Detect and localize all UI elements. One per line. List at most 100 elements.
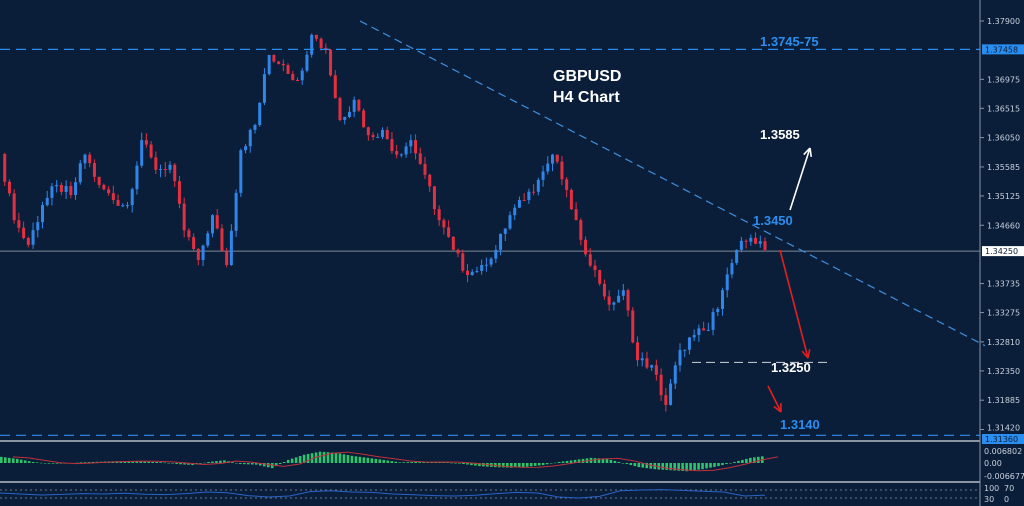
macd-histogram-bar bbox=[31, 461, 35, 463]
macd-histogram-bar bbox=[597, 458, 601, 463]
macd-histogram-bar bbox=[378, 459, 382, 463]
y-tick-label: 1.34660 bbox=[987, 221, 1020, 230]
bull-candle bbox=[758, 241, 762, 244]
macd-histogram-bar bbox=[601, 458, 605, 463]
macd-histogram-bar bbox=[362, 457, 366, 463]
bear-candle bbox=[154, 157, 158, 170]
bear-candle bbox=[598, 270, 602, 284]
macd-histogram-bar bbox=[709, 463, 712, 468]
macd-histogram-bar bbox=[649, 463, 653, 469]
bear-candle bbox=[3, 154, 7, 182]
bear-candle bbox=[7, 181, 11, 194]
bull-candle bbox=[669, 383, 673, 405]
bear-candle bbox=[329, 50, 333, 76]
macd-histogram-bar bbox=[262, 463, 266, 467]
macd-histogram-bar bbox=[87, 462, 91, 463]
macd-histogram-bar bbox=[171, 463, 174, 464]
bull-candle bbox=[527, 191, 531, 201]
bear-candle bbox=[631, 310, 635, 343]
bear-candle bbox=[754, 237, 758, 244]
bear-candle bbox=[116, 200, 120, 206]
rsi-axis-label: 100 bbox=[984, 484, 999, 493]
bearish-arrow-icon-head bbox=[801, 350, 809, 359]
bear-candle bbox=[277, 61, 281, 64]
y-tick-label: 1.36050 bbox=[987, 134, 1020, 143]
macd-histogram-bar bbox=[529, 463, 533, 467]
macd-histogram-bar bbox=[705, 463, 708, 469]
macd-histogram-bar bbox=[553, 462, 557, 464]
macd-histogram-bar bbox=[211, 461, 214, 463]
upside-target-label: 1.3585 bbox=[760, 127, 800, 142]
current-price-label: 1.34250 bbox=[985, 247, 1018, 256]
macd-histogram-bar bbox=[155, 462, 158, 463]
bull-candle bbox=[262, 74, 266, 103]
bear-candle bbox=[144, 140, 148, 145]
bull-candle bbox=[135, 165, 139, 190]
bear-candle bbox=[418, 153, 422, 164]
bull-candle bbox=[706, 329, 710, 331]
bear-candle bbox=[442, 220, 446, 228]
bull-candle bbox=[749, 237, 753, 242]
macd-histogram-bar bbox=[19, 459, 23, 463]
bull-candle bbox=[50, 186, 54, 198]
bull-candle bbox=[399, 154, 403, 156]
macd-histogram-bar bbox=[410, 462, 413, 463]
bull-candle bbox=[41, 205, 44, 223]
resistance-label: 1.3745-75 bbox=[760, 34, 819, 49]
macd-histogram-bar bbox=[446, 462, 449, 463]
macd-histogram-bar bbox=[406, 462, 410, 463]
macd-histogram-bar bbox=[466, 463, 469, 465]
macd-histogram-bar bbox=[549, 463, 553, 464]
macd-histogram-bar bbox=[533, 463, 537, 466]
bear-candle bbox=[177, 181, 181, 204]
macd-histogram-bar bbox=[11, 458, 15, 463]
macd-histogram-bar bbox=[131, 461, 135, 463]
bull-candle bbox=[494, 249, 498, 259]
macd-histogram-bar bbox=[462, 463, 465, 465]
bull-candle bbox=[239, 150, 243, 193]
macd-histogram-bar bbox=[474, 463, 477, 466]
bull-candle bbox=[376, 136, 380, 138]
bull-candle bbox=[83, 154, 87, 164]
macd-histogram-bar bbox=[725, 463, 728, 465]
bear-candle bbox=[522, 200, 526, 202]
bear-candle bbox=[215, 215, 219, 229]
bear-candle bbox=[22, 227, 26, 239]
rsi-axis-label: 0 bbox=[1004, 495, 1009, 504]
macd-histogram-bar bbox=[382, 459, 386, 463]
bull-candle bbox=[730, 263, 734, 275]
macd-histogram-bar bbox=[645, 463, 649, 469]
bear-candle bbox=[225, 250, 229, 265]
level-price-label: 1.37458 bbox=[985, 45, 1018, 54]
macd-histogram-bar bbox=[23, 460, 27, 463]
macd-histogram-bar bbox=[677, 463, 680, 471]
bear-candle bbox=[92, 163, 96, 177]
macd-histogram-bar bbox=[135, 461, 139, 463]
macd-histogram-bar bbox=[350, 455, 354, 463]
bear-candle bbox=[187, 230, 191, 238]
bull-candle bbox=[673, 365, 677, 384]
macd-histogram-bar bbox=[753, 457, 756, 463]
macd-axis-label: 0.006802 bbox=[984, 447, 1022, 456]
bear-candle bbox=[428, 174, 432, 187]
bull-candle bbox=[739, 240, 743, 250]
bear-candle bbox=[437, 209, 441, 221]
macd-histogram-bar bbox=[386, 460, 390, 463]
bull-candle bbox=[159, 169, 163, 171]
macd-histogram-bar bbox=[669, 463, 672, 471]
macd-histogram-bar bbox=[370, 458, 374, 463]
macd-histogram-bar bbox=[673, 463, 676, 471]
macd-histogram-bar bbox=[255, 463, 258, 465]
bear-candle bbox=[272, 55, 276, 62]
macd-histogram-bar bbox=[625, 463, 629, 465]
bear-candle bbox=[149, 144, 153, 158]
bear-candle bbox=[107, 189, 111, 194]
macd-histogram-bar bbox=[3, 457, 7, 463]
bear-candle bbox=[574, 209, 578, 221]
macd-histogram-bar bbox=[215, 461, 218, 463]
bull-candle bbox=[36, 222, 40, 231]
bull-candle bbox=[480, 264, 484, 272]
macd-histogram-bar bbox=[713, 463, 716, 467]
macd-histogram-bar bbox=[442, 462, 445, 463]
